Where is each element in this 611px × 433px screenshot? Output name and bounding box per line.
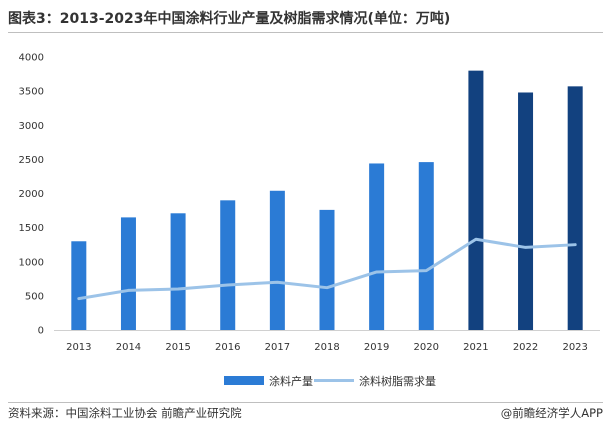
x-tick-label: 2016 <box>215 342 240 353</box>
x-tick-label: 2021 <box>463 342 488 353</box>
y-tick-label: 0 <box>38 326 44 337</box>
y-tick-label: 1500 <box>19 223 44 234</box>
bar-2014 <box>120 217 136 330</box>
y-tick-label: 2500 <box>19 155 44 166</box>
bar-2019 <box>369 163 385 330</box>
legend-swatch-production <box>224 376 264 385</box>
legend-label-production: 涂料产量 <box>269 374 313 388</box>
x-axis: 2013 2014 2015 2016 2017 2018 2019 2020 2021 2022… <box>54 330 600 353</box>
x-tick-label: 2017 <box>265 342 290 353</box>
legend: 涂料产量 涂料树脂需求量 <box>224 374 436 388</box>
bar-2017 <box>269 190 285 330</box>
bar-2022 <box>518 92 534 331</box>
bar-2020 <box>418 162 434 330</box>
source-note: 资料来源：中国涂料工业协会 前瞻产业研究院 <box>8 406 242 420</box>
bar-series <box>71 70 583 331</box>
y-tick-label: 500 <box>25 291 44 302</box>
bar-2021 <box>468 70 484 331</box>
bar-2018 <box>319 209 335 330</box>
bar-2023 <box>567 86 583 330</box>
x-tick-label: 2014 <box>116 342 141 353</box>
y-tick-label: 1000 <box>19 257 44 268</box>
y-tick-label: 3000 <box>19 121 44 132</box>
line-series <box>77 237 577 301</box>
bar-2016 <box>220 200 236 330</box>
x-tick-label: 2015 <box>165 342 190 353</box>
bar-2015 <box>170 213 186 330</box>
x-tick-label: 2020 <box>414 342 439 353</box>
legend-label-resin-demand: 涂料树脂需求量 <box>359 374 436 388</box>
y-tick-label: 2000 <box>19 189 44 200</box>
bar-2013 <box>71 241 87 330</box>
x-tick-label: 2013 <box>66 342 91 353</box>
y-tick-label: 4000 <box>19 53 44 64</box>
y-tick-label: 3500 <box>19 87 44 98</box>
x-tick-label: 2019 <box>364 342 389 353</box>
x-tick-label: 2023 <box>562 342 587 353</box>
x-tick-label: 2018 <box>314 342 339 353</box>
x-tick-label: 2022 <box>513 342 538 353</box>
footer-divider <box>8 402 603 403</box>
title-divider <box>8 32 603 33</box>
brand-credit: @前瞻经济学人APP <box>500 406 603 420</box>
chart-title: 图表3：2013-2023年中国涂料行业产量及树脂需求情况(单位：万吨) <box>8 11 451 27</box>
y-axis: 0 500 1000 1500 2000 2500 3000 3500 4000 <box>19 53 44 337</box>
